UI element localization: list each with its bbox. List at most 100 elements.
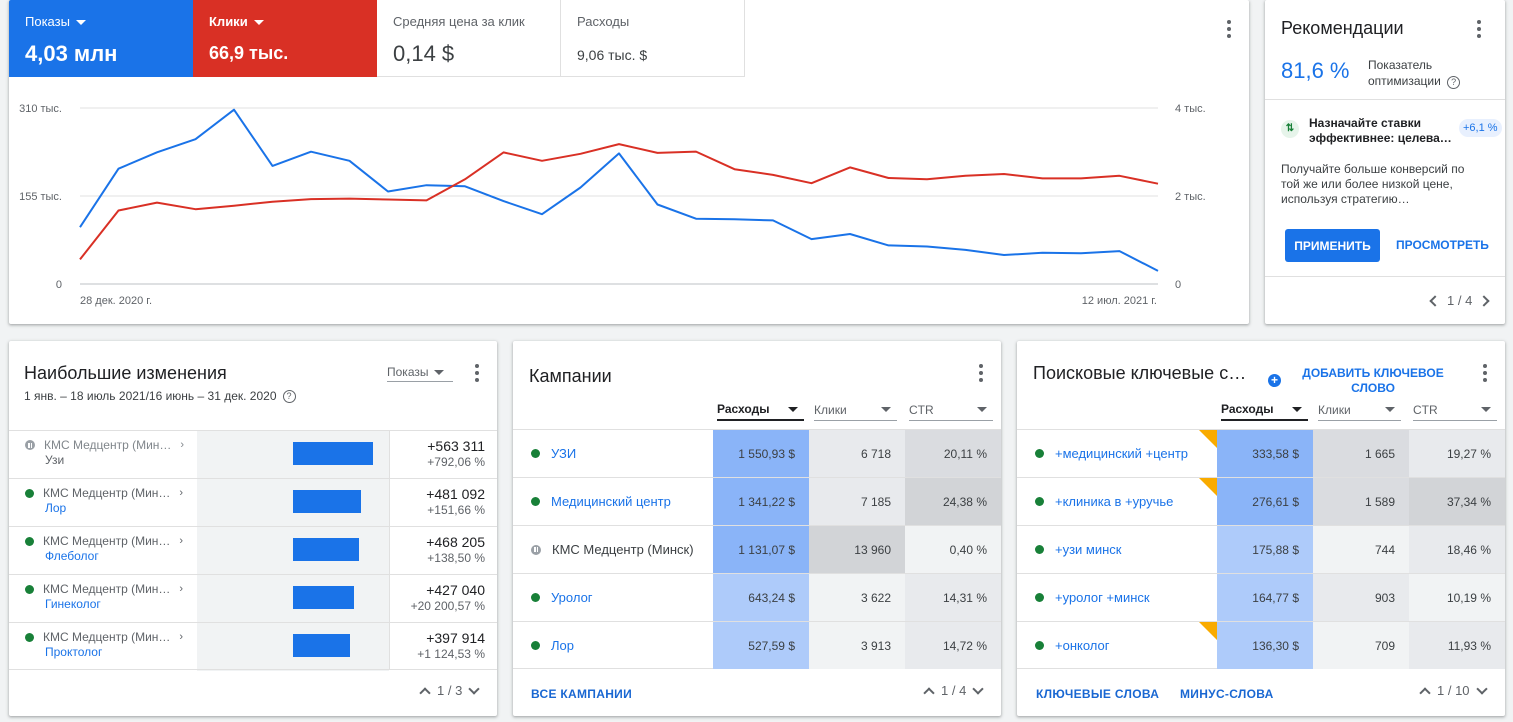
chevron-down-icon[interactable] bbox=[972, 682, 984, 695]
campaign-row[interactable]: Лор 527,59 $ 3 913 14,72 % bbox=[513, 621, 1001, 669]
keyword-row[interactable]: +клиника в +уручье 276,61 $ 1 589 37,34 … bbox=[1017, 477, 1505, 525]
keyword-text[interactable]: +уролог +минск bbox=[1055, 590, 1150, 605]
metric-clicks[interactable]: Клики 66,9 тыс. bbox=[193, 0, 377, 77]
column-ctr[interactable]: CTR bbox=[909, 399, 993, 421]
change-divider bbox=[389, 526, 390, 574]
cost-cell: 1 131,07 $ bbox=[713, 526, 809, 573]
column-clicks[interactable]: Клики bbox=[814, 399, 897, 421]
negative-keywords-link[interactable]: МИНУС-СЛОВА bbox=[1180, 687, 1274, 701]
chevron-down-icon[interactable] bbox=[468, 682, 480, 695]
active-status-icon bbox=[531, 593, 540, 602]
keyword-text[interactable]: +клиника в +уручье bbox=[1055, 494, 1174, 509]
cost-cell: 1 341,22 $ bbox=[713, 478, 809, 525]
keyword-row[interactable]: +узи минск 175,88 $ 744 18,46 % bbox=[1017, 525, 1505, 573]
overview-menu-icon[interactable] bbox=[1219, 19, 1239, 39]
keyword-text[interactable]: +онколог bbox=[1055, 638, 1110, 653]
column-cost[interactable]: Расходы bbox=[717, 399, 804, 421]
parent-campaign: КМС Медцентр (Мин… bbox=[44, 438, 172, 452]
campaign-row[interactable]: Медицинский центр 1 341,22 $ 7 185 24,38… bbox=[513, 477, 1001, 525]
column-ctr[interactable]: CTR bbox=[1413, 399, 1497, 421]
changes-list-item[interactable] bbox=[9, 478, 497, 526]
all-campaigns-link[interactable]: ВСЕ КАМПАНИИ bbox=[531, 687, 633, 701]
keywords-menu-icon[interactable] bbox=[1475, 363, 1495, 383]
chevron-up-icon[interactable] bbox=[419, 686, 431, 699]
campaign-name[interactable]: Медицинский центр bbox=[551, 494, 671, 509]
caret-down-icon bbox=[977, 407, 987, 412]
keywords-link[interactable]: КЛЮЧЕВЫЕ СЛОВА bbox=[1036, 687, 1160, 701]
changes-item-name[interactable]: КМС Медцентр (Мин… › Флеболог bbox=[25, 534, 195, 563]
change-value: +563 311 +792,06 % bbox=[427, 438, 485, 469]
cost-cell: 333,58 $ bbox=[1217, 430, 1313, 477]
column-clicks[interactable]: Клики bbox=[1318, 399, 1401, 421]
campaigns-header: Расходы Клики CTR bbox=[513, 399, 1001, 429]
campaign-name[interactable]: Лор bbox=[551, 638, 574, 653]
clicks-cell: 13 960 bbox=[809, 526, 905, 573]
ad-group-name: Флеболог bbox=[45, 549, 99, 563]
y-right-tick-label: 2 тыс. bbox=[1175, 191, 1206, 203]
active-status-icon bbox=[1035, 545, 1044, 554]
uplift-badge: +6,1 % bbox=[1459, 119, 1502, 137]
campaigns-table: УЗИ 1 550,93 $ 6 718 20,11 % Медицинский… bbox=[513, 429, 1001, 670]
chevron-up-icon[interactable] bbox=[1419, 686, 1431, 699]
change-value: +481 092 +151,66 % bbox=[426, 486, 485, 517]
help-icon[interactable]: ? bbox=[282, 389, 296, 403]
chevron-down-icon[interactable] bbox=[1475, 682, 1488, 695]
changes-list-item[interactable] bbox=[9, 574, 497, 622]
caret-down-icon bbox=[1385, 407, 1395, 412]
metric-avg-cpc[interactable]: Средняя цена за клик 0,14 $ bbox=[377, 0, 561, 77]
keywords-pager: 1 / 10 bbox=[1419, 682, 1488, 699]
clicks-cell: 1 589 bbox=[1313, 478, 1409, 525]
changes-list-item[interactable] bbox=[9, 526, 497, 574]
metric-impressions[interactable]: Показы 4,03 млн bbox=[9, 0, 193, 77]
campaign-row[interactable]: Уролог 643,24 $ 3 622 14,31 % bbox=[513, 573, 1001, 621]
active-status-icon bbox=[531, 449, 540, 458]
clicks-cell: 3 622 bbox=[809, 574, 905, 621]
recommendations-menu-icon[interactable] bbox=[1469, 19, 1489, 39]
chevron-right-icon[interactable] bbox=[1478, 294, 1490, 307]
changes-item-name[interactable]: КМС Медцентр (Мин… › Лор bbox=[25, 486, 195, 515]
campaign-row[interactable]: КМС Медцентр (Минск) 1 131,07 $ 13 960 0… bbox=[513, 525, 1001, 573]
metric-dropdown[interactable]: Показы bbox=[387, 365, 453, 382]
changes-menu-icon[interactable] bbox=[467, 363, 487, 383]
clicks-cell: 7 185 bbox=[809, 478, 905, 525]
campaign-row[interactable]: УЗИ 1 550,93 $ 6 718 20,11 % bbox=[513, 429, 1001, 477]
active-status-icon bbox=[25, 584, 34, 594]
keyword-text[interactable]: +узи минск bbox=[1055, 542, 1122, 557]
changes-list-item[interactable] bbox=[9, 622, 497, 670]
metric-cost[interactable]: Расходы 9,06 тыс. $ bbox=[561, 0, 745, 77]
apply-button[interactable]: ПРИМЕНИТЬ bbox=[1285, 229, 1380, 262]
campaigns-menu-icon[interactable] bbox=[971, 363, 991, 383]
recommendation-item[interactable]: ⇅ Назначайте ставки эффективнее: целева…… bbox=[1265, 100, 1505, 275]
chevron-left-icon[interactable] bbox=[1429, 294, 1441, 307]
ctr-cell: 10,19 % bbox=[1409, 574, 1505, 621]
campaign-name[interactable]: УЗИ bbox=[551, 446, 577, 461]
ctr-cell: 20,11 % bbox=[905, 430, 1001, 477]
recommendations-card: Рекомендации 81,6 % Показатель оптимизац… bbox=[1265, 0, 1505, 324]
bidding-icon: ⇅ bbox=[1281, 120, 1299, 138]
changes-item-name[interactable]: КМС Медцентр (Мин… › Узи bbox=[25, 438, 195, 467]
chevron-up-icon[interactable] bbox=[923, 686, 935, 699]
view-button[interactable]: ПРОСМОТРЕТЬ bbox=[1396, 238, 1489, 252]
ctr-cell: 37,34 % bbox=[1409, 478, 1505, 525]
changes-item-name[interactable]: КМС Медцентр (Мин… › Гинеколог bbox=[25, 582, 195, 611]
chart-gridlines bbox=[80, 107, 1158, 285]
metric-cost-value: 9,06 тыс. $ bbox=[577, 47, 648, 63]
cost-cell: 164,77 $ bbox=[1217, 574, 1313, 621]
campaign-name[interactable]: Уролог bbox=[551, 590, 593, 605]
chevron-right-icon: › bbox=[179, 487, 184, 499]
keyword-row[interactable]: +уролог +минск 164,77 $ 903 10,19 % bbox=[1017, 573, 1505, 621]
y-left-tick-label: 0 bbox=[56, 279, 62, 291]
keyword-row[interactable]: +медицинский +центр 333,58 $ 1 665 19,27… bbox=[1017, 429, 1505, 477]
changes-item-name[interactable]: КМС Медцентр (Мин… › Проктолог bbox=[25, 630, 195, 659]
changes-list-item[interactable] bbox=[9, 430, 497, 478]
x-start-label: 28 дек. 2020 г. bbox=[80, 295, 152, 307]
series-line-impressions bbox=[79, 108, 1159, 272]
chart-series bbox=[79, 108, 1159, 272]
column-cost[interactable]: Расходы bbox=[1221, 399, 1308, 421]
help-icon[interactable]: ? bbox=[1447, 76, 1461, 89]
caret-down-icon bbox=[788, 406, 798, 412]
keyword-row[interactable]: +онколог 136,30 $ 709 11,93 % bbox=[1017, 621, 1505, 669]
campaign-name[interactable]: КМС Медцентр (Минск) bbox=[552, 542, 694, 557]
keyword-text[interactable]: +медицинский +центр bbox=[1055, 446, 1189, 461]
y-left-tick-label: 155 тыс. bbox=[19, 191, 62, 203]
